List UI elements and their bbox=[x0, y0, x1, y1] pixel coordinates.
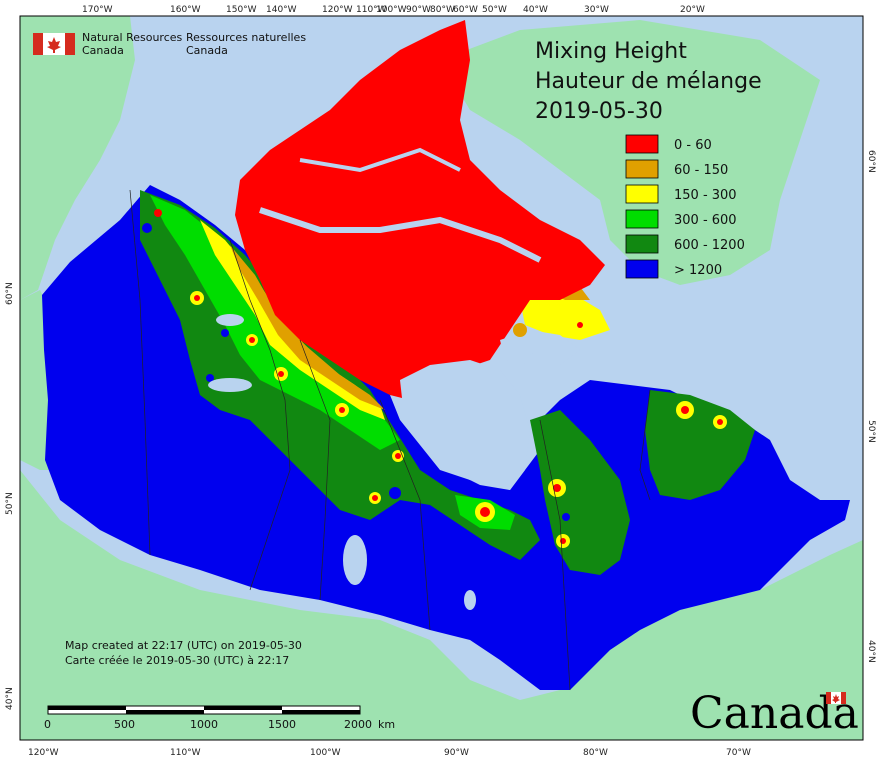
legend-label: > 1200 bbox=[674, 263, 722, 278]
hotspots bbox=[154, 209, 727, 548]
legend-swatch bbox=[625, 159, 659, 179]
created-note-fr: Carte créée le 2019-05-30 (UTC) à 22:17 bbox=[65, 654, 289, 667]
top-tick: 170°W bbox=[82, 5, 113, 15]
alaska-land bbox=[20, 16, 135, 300]
top-tick: 160°W bbox=[170, 5, 201, 15]
scale-label: 1500 bbox=[268, 718, 296, 731]
top-tick: 110°W bbox=[356, 5, 387, 15]
bottom-tick: 100°W bbox=[310, 748, 341, 758]
canada-wordmark: Canada bbox=[690, 688, 859, 739]
top-tick: 20°W bbox=[680, 5, 705, 15]
bottom-tick: 90°W bbox=[444, 748, 469, 758]
nrcan-logo bbox=[33, 33, 75, 55]
legend-swatch bbox=[625, 184, 659, 204]
org-en-line2: Canada bbox=[82, 44, 124, 57]
legend-swatch bbox=[625, 234, 659, 254]
bottom-tick: 80°W bbox=[583, 748, 608, 758]
scale-unit: km bbox=[378, 718, 395, 731]
top-tick: 60°W bbox=[453, 5, 478, 15]
top-tick: 50°W bbox=[482, 5, 507, 15]
legend-label: 300 - 600 bbox=[674, 213, 737, 228]
legend-label: 600 - 1200 bbox=[674, 238, 745, 253]
top-tick: 80°W bbox=[430, 5, 455, 15]
scale-label: 500 bbox=[114, 718, 135, 731]
province-borders bbox=[129, 189, 651, 691]
right-tick-labels: 60°N 50°N 40°N bbox=[866, 150, 876, 663]
scale-bar: 0 500 1000 1500 2000 km bbox=[44, 705, 395, 731]
top-tick: 150°W bbox=[226, 5, 257, 15]
legend-label: 150 - 300 bbox=[674, 188, 737, 203]
arctic-channel bbox=[259, 207, 542, 263]
scale-label: 0 bbox=[44, 718, 51, 731]
title-fr: Hauteur de mélange bbox=[535, 69, 762, 94]
created-note-en: Map created at 22:17 (UTC) on 2019-05-30 bbox=[65, 639, 302, 652]
legend-label: 0 - 60 bbox=[674, 138, 712, 153]
org-en-line1: Natural Resources bbox=[82, 31, 183, 44]
left-tick: 50°N bbox=[5, 492, 15, 515]
lakes bbox=[142, 223, 619, 521]
top-tick: 40°W bbox=[523, 5, 548, 15]
left-tick: 40°N bbox=[5, 687, 15, 710]
legend-swatch bbox=[625, 209, 659, 229]
title-en: Mixing Height bbox=[535, 39, 687, 64]
hudson-bay bbox=[400, 360, 530, 490]
zone-0-60-arctic bbox=[235, 20, 605, 400]
top-tick: 120°W bbox=[322, 5, 353, 15]
bottom-tick-labels: 120°W 110°W 100°W 90°W 80°W 70°W bbox=[28, 748, 751, 758]
arctic-channel-2 bbox=[299, 147, 461, 173]
top-tick: 30°W bbox=[584, 5, 609, 15]
scale-label: 1000 bbox=[190, 718, 218, 731]
legend: 0 - 60 60 - 150 150 - 300 300 - 600 600 - 12… bbox=[625, 134, 745, 279]
top-tick: 100°W bbox=[376, 5, 407, 15]
right-tick: 60°N bbox=[866, 150, 876, 173]
map-frame bbox=[19, 15, 864, 741]
left-tick: 60°N bbox=[5, 282, 15, 305]
scale-label: 2000 bbox=[344, 718, 372, 731]
title-date: 2019-05-30 bbox=[535, 99, 663, 124]
org-fr-line1: Ressources naturelles bbox=[186, 31, 306, 44]
bottom-tick: 110°W bbox=[170, 748, 201, 758]
legend-swatch bbox=[625, 134, 659, 154]
top-tick: 140°W bbox=[266, 5, 297, 15]
bottom-tick: 120°W bbox=[28, 748, 59, 758]
zone-600-1200-quebec bbox=[530, 410, 630, 575]
hudson-strait bbox=[500, 330, 580, 365]
right-tick: 50°N bbox=[866, 420, 876, 443]
zone-600-1200-labrador bbox=[645, 390, 755, 500]
water-bodies bbox=[208, 314, 554, 610]
top-tick: 90°W bbox=[406, 5, 431, 15]
legend-swatch bbox=[625, 259, 659, 279]
right-tick: 40°N bbox=[866, 640, 876, 663]
bottom-tick: 70°W bbox=[726, 748, 751, 758]
org-fr-line2: Canada bbox=[186, 44, 228, 57]
top-tick-labels: 170°W 160°W 150°W 140°W 120°W 110°W 100°… bbox=[82, 5, 705, 15]
legend-label: 60 - 150 bbox=[674, 163, 728, 178]
usa-land bbox=[20, 470, 863, 740]
left-tick-labels: 60°N 50°N 40°N bbox=[5, 282, 15, 710]
